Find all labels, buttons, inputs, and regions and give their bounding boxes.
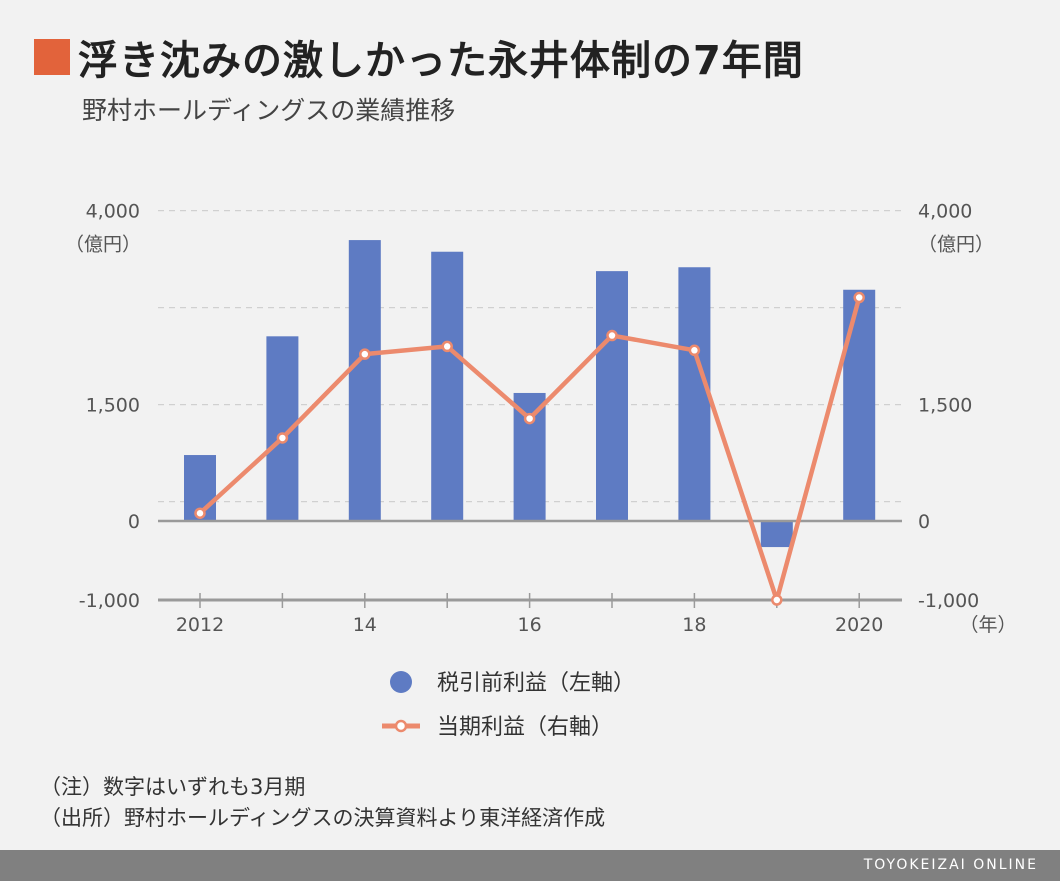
line-point xyxy=(359,348,371,360)
line-point xyxy=(276,432,289,444)
line-point xyxy=(688,344,701,357)
bar xyxy=(513,392,546,521)
chart-title: 浮き沈みの激しかった永井体制の7年間 xyxy=(78,38,804,84)
title-marker xyxy=(34,39,70,75)
right-tick-label: 4,000 xyxy=(918,201,972,223)
left-axis-unit: （億円） xyxy=(65,234,141,256)
notes: （注）数字はいずれも3月期 （出所）野村ホールディングスの決算資料より東洋経済作… xyxy=(40,772,605,834)
left-tick-label: 0 xyxy=(128,511,140,533)
line-point xyxy=(771,594,783,606)
x-tick-label: 2020 xyxy=(835,614,883,636)
footer-bar: TOYOKEIZAI ONLINE xyxy=(0,850,1060,881)
x-tick-label: 16 xyxy=(518,614,542,636)
bar xyxy=(431,251,464,521)
note-line: （注）数字はいずれも3月期 xyxy=(40,775,306,799)
right-axis-unit: （億円） xyxy=(918,234,994,256)
chart-subtitle: 野村ホールディングスの業績推移 xyxy=(82,96,456,125)
bar xyxy=(348,240,381,521)
legend-bar-label: 税引前利益（左軸） xyxy=(437,671,635,696)
bar xyxy=(596,271,628,521)
legend-line-label: 当期利益（右軸） xyxy=(437,715,613,740)
axis-labels: 2012 14 16 18 2020 （年） 4,000 1,500 0 -1,000 （億円） 4,… xyxy=(65,201,1017,636)
left-tick-label: 4,000 xyxy=(86,201,140,223)
x-tick-label: 14 xyxy=(353,614,377,636)
bar xyxy=(843,289,876,521)
right-tick-label: -1,000 xyxy=(918,590,979,612)
line-point xyxy=(441,340,453,353)
chart-canvas: 2012 14 16 18 2020 （年） 4,000 1,500 0 -1,000 （億円） 4,… xyxy=(65,201,1017,740)
x-tick-label: 18 xyxy=(682,614,706,636)
line-point xyxy=(523,412,536,425)
left-tick-label: 1,500 xyxy=(86,395,140,417)
line-point xyxy=(606,329,618,342)
brand-name: TOYOKEIZAI ONLINE xyxy=(863,857,1038,873)
bar xyxy=(678,267,711,521)
right-tick-label: 0 xyxy=(918,511,930,533)
legend-line-point xyxy=(394,719,408,733)
left-tick-label: -1,000 xyxy=(79,590,140,612)
legend-bar-marker xyxy=(390,671,412,693)
line-point xyxy=(194,507,206,519)
line-series xyxy=(194,291,865,606)
legend: 税引前利益（左軸） 当期利益（右軸） xyxy=(382,671,635,740)
title-row: 浮き沈みの激しかった永井体制の7年間 xyxy=(34,28,804,86)
bar xyxy=(760,521,793,548)
x-tick-label: 2012 xyxy=(176,614,224,636)
x-axis-unit: （年） xyxy=(959,614,1016,636)
bar-series xyxy=(184,240,876,548)
source-line: （出所）野村ホールディングスの決算資料より東洋経済作成 xyxy=(40,806,606,830)
line-point xyxy=(853,291,865,304)
right-tick-label: 1,500 xyxy=(918,395,972,417)
